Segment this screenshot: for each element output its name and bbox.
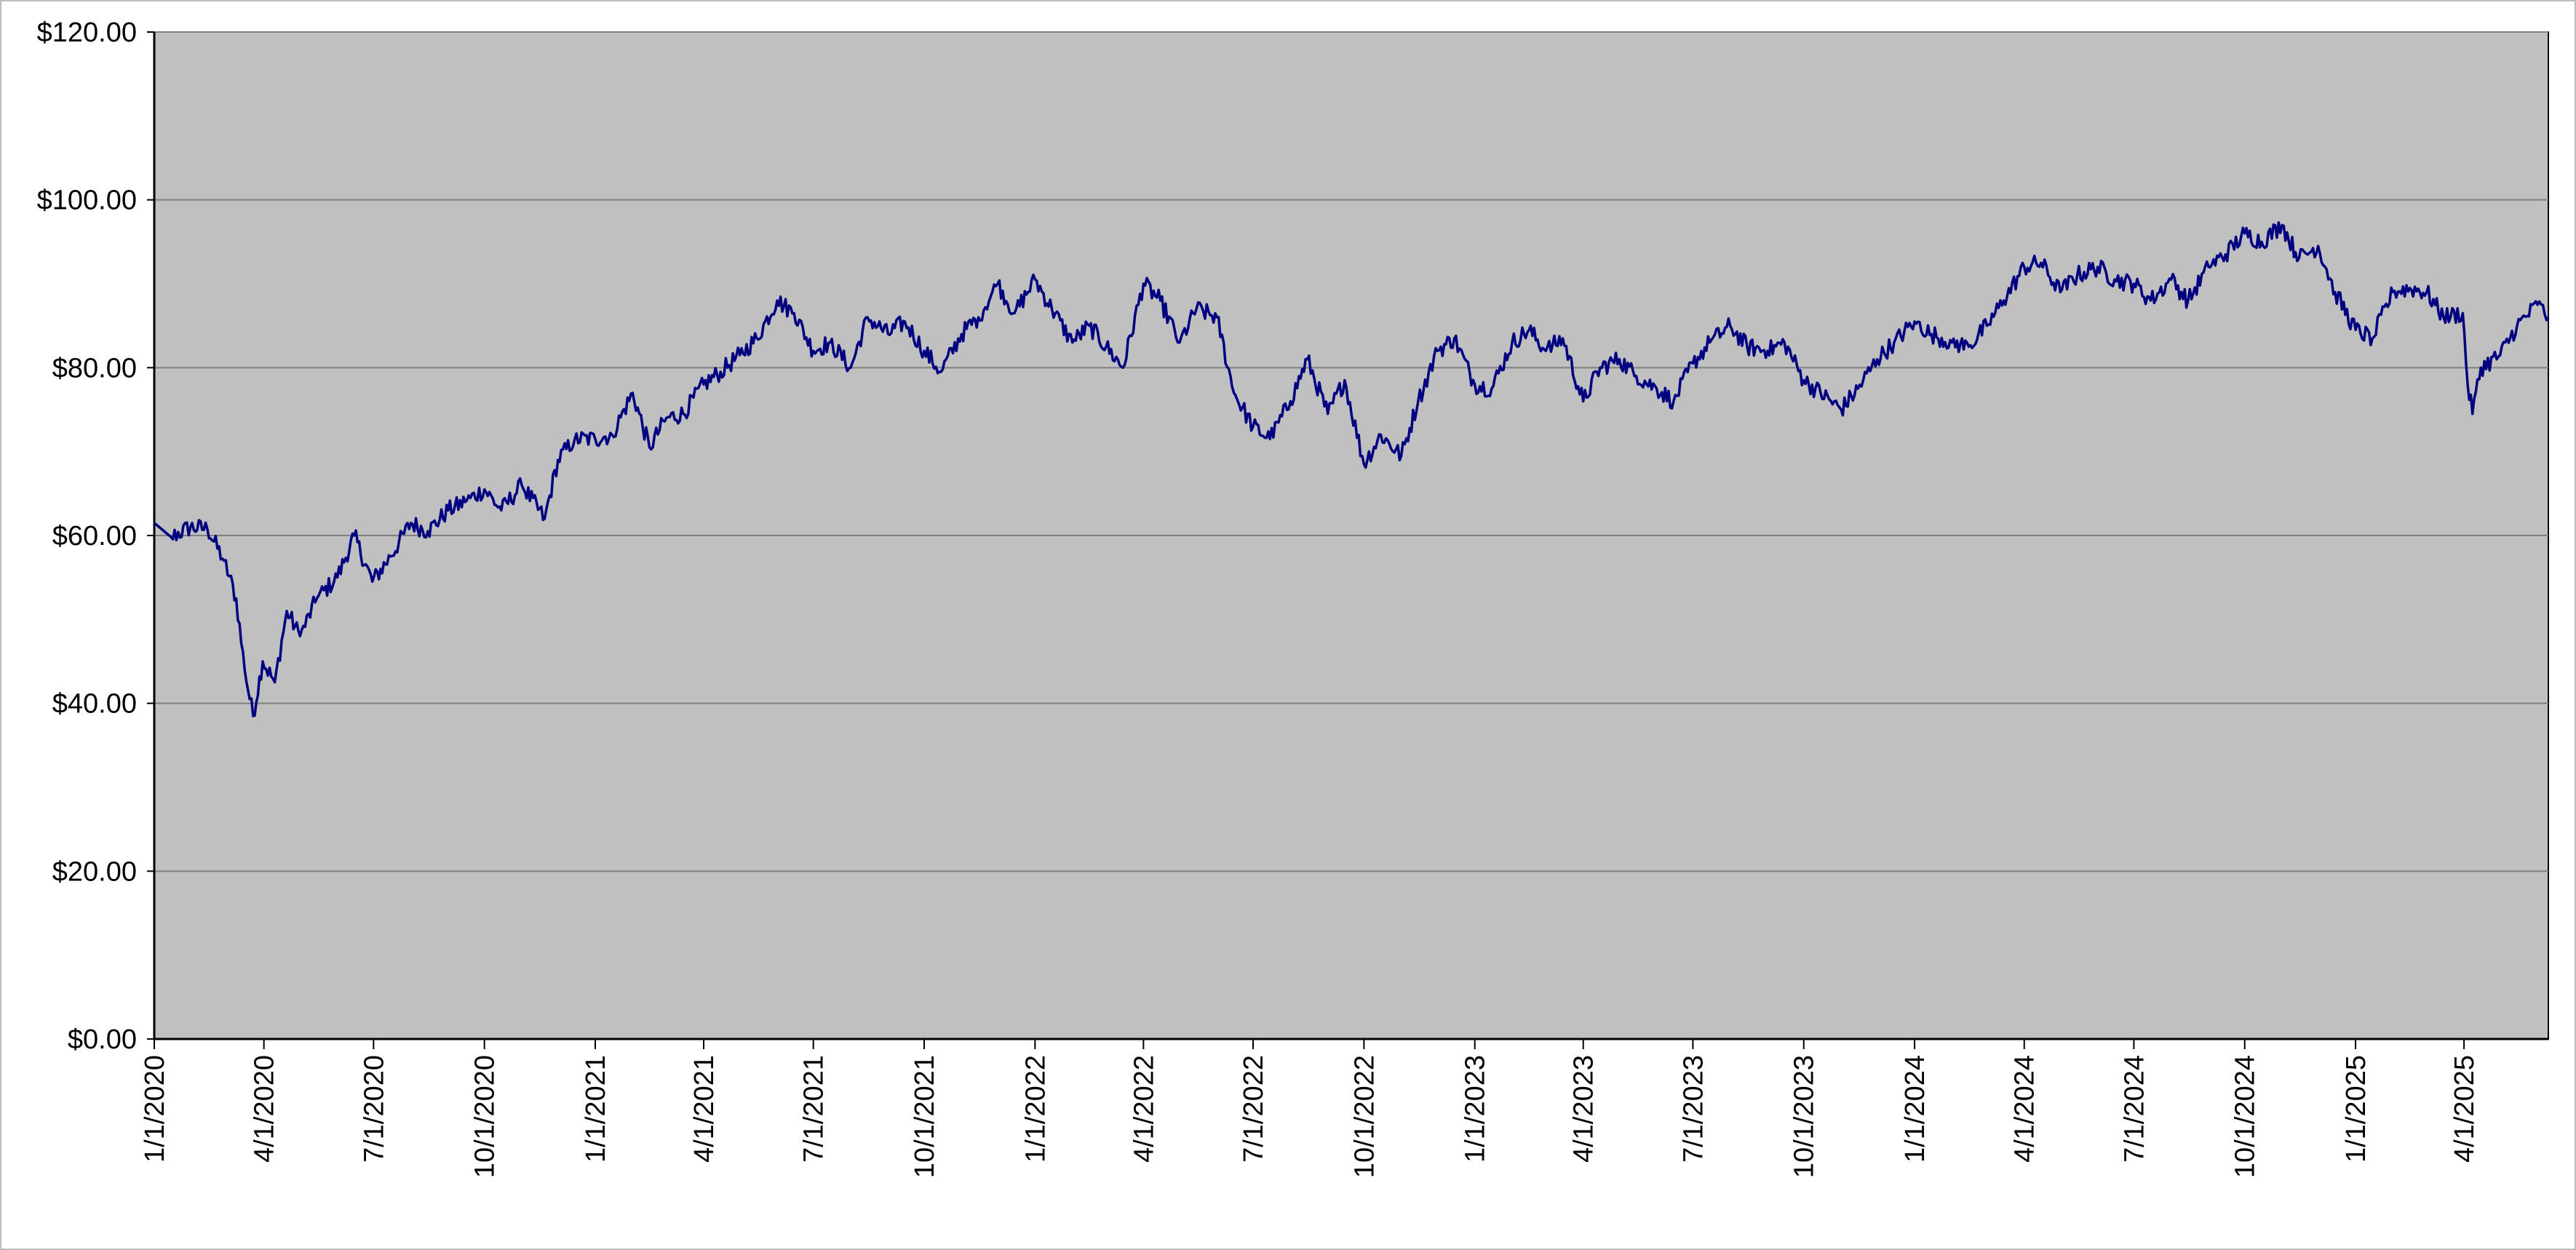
- x-tick-label: 4/1/2025: [2449, 1055, 2480, 1163]
- series-line: [153, 221, 2550, 717]
- x-tick-label: 1/1/2022: [1020, 1055, 1051, 1163]
- x-tick-label: 7/1/2021: [799, 1055, 830, 1163]
- x-tick-label: 1/1/2025: [2341, 1055, 2372, 1163]
- x-tick-label: 10/1/2024: [2230, 1055, 2261, 1178]
- x-tick-label: 4/1/2022: [1129, 1055, 1159, 1163]
- x-tick-label: 1/1/2023: [1460, 1055, 1491, 1163]
- x-tick-label: 4/1/2023: [1569, 1055, 1599, 1163]
- x-tick-label: 4/1/2024: [2010, 1055, 2040, 1163]
- x-tick-label: 1/1/2024: [1900, 1055, 1931, 1163]
- y-tick-label: $20.00: [52, 856, 137, 887]
- y-tick-label: $100.00: [37, 186, 137, 216]
- x-tick-label: 10/1/2020: [470, 1055, 501, 1178]
- x-tick-label: 4/1/2020: [250, 1055, 280, 1163]
- x-tick-label: 10/1/2022: [1349, 1055, 1380, 1178]
- y-axis-ticks: $0.00 $20.00 $40.00 $60.00 $80.00 $100.00 $120…: [37, 17, 154, 1055]
- x-tick-label: 1/1/2021: [581, 1055, 611, 1163]
- x-axis-ticks: 1/1/2020 4/1/2020 7/1/2020 10/1/2020 1/1/202…: [140, 1039, 2480, 1178]
- y-tick-label: $120.00: [37, 17, 137, 48]
- x-tick-label: 10/1/2021: [910, 1055, 940, 1178]
- y-tick-label: $0.00: [68, 1024, 137, 1055]
- x-tick-label: 4/1/2021: [689, 1055, 720, 1163]
- x-tick-label: 7/1/2024: [2119, 1055, 2150, 1163]
- y-tick-label: $40.00: [52, 689, 137, 720]
- x-tick-label: 10/1/2023: [1789, 1055, 1820, 1178]
- x-tick-label: 7/1/2020: [359, 1055, 389, 1163]
- y-tick-label: $60.00: [52, 521, 137, 552]
- gridlines: [154, 31, 2548, 872]
- y-tick-label: $80.00: [52, 353, 137, 383]
- x-tick-label: 7/1/2022: [1239, 1055, 1269, 1163]
- x-tick-label: 1/1/2020: [140, 1055, 170, 1163]
- x-tick-label: 7/1/2023: [1678, 1055, 1709, 1163]
